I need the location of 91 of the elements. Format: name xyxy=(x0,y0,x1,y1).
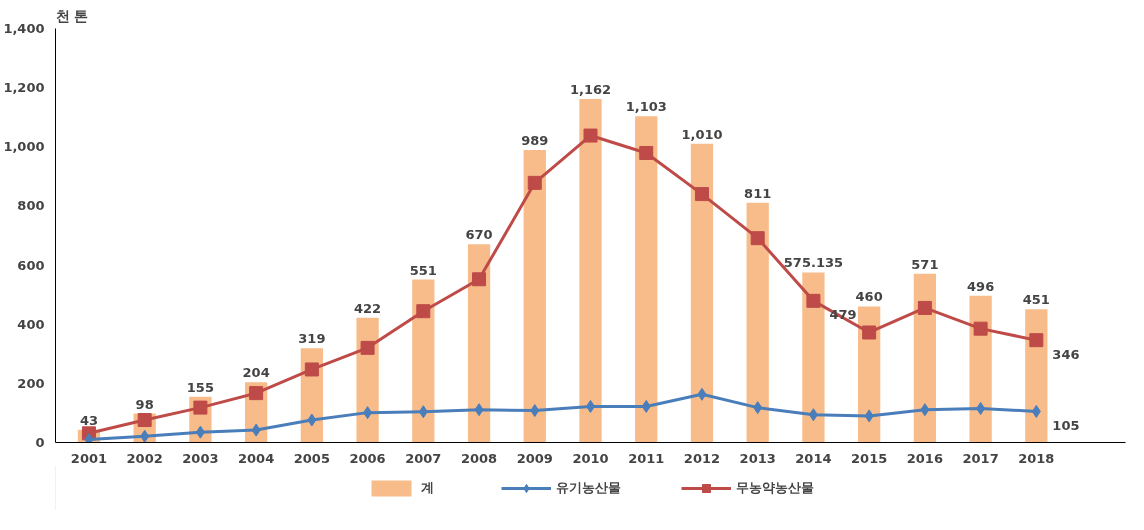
bar xyxy=(579,98,602,443)
point xyxy=(862,325,877,340)
point xyxy=(864,409,874,423)
data-label: 1,103 xyxy=(625,99,667,115)
y-tick-label: 1,400 xyxy=(3,21,45,36)
point xyxy=(140,429,150,443)
x-tick-label: 2003 xyxy=(182,450,219,466)
legend-label: 계 xyxy=(421,478,435,497)
point xyxy=(251,423,261,437)
point xyxy=(583,128,598,143)
point xyxy=(1031,404,1041,418)
data-label: 204 xyxy=(242,365,270,381)
data-label: 422 xyxy=(354,300,382,316)
x-tick-label: 2002 xyxy=(126,450,163,466)
data-label: 551 xyxy=(409,262,437,278)
point xyxy=(694,187,709,202)
y-tick-label: 600 xyxy=(17,257,45,273)
data-label: 1,010 xyxy=(681,126,723,142)
point xyxy=(973,321,988,336)
data-label: 43 xyxy=(79,412,98,428)
y-tick-label: 0 xyxy=(35,435,45,450)
bar xyxy=(746,202,769,443)
point xyxy=(808,408,818,422)
x-tick-label: 2011 xyxy=(628,450,665,466)
point xyxy=(195,425,205,439)
y-tick-label: 800 xyxy=(17,198,45,214)
data-label: 98 xyxy=(135,396,154,412)
point xyxy=(750,231,765,246)
point xyxy=(360,340,375,355)
bar xyxy=(802,272,825,443)
point xyxy=(418,405,428,419)
data-label: 496 xyxy=(967,278,995,294)
data-label: 451 xyxy=(1022,292,1050,308)
point xyxy=(920,403,930,417)
x-tick-label: 2013 xyxy=(739,450,776,466)
y-tick-label: 200 xyxy=(17,375,45,391)
point xyxy=(527,175,542,190)
x-tick-label: 2015 xyxy=(851,450,888,466)
data-label: 989 xyxy=(521,133,549,149)
bar xyxy=(412,279,435,443)
data-label: 155 xyxy=(186,379,214,395)
point xyxy=(639,146,654,160)
point xyxy=(530,404,540,418)
data-label: 346 xyxy=(1052,346,1080,362)
bar xyxy=(467,244,491,443)
bar xyxy=(1025,309,1048,443)
x-tick-label: 2016 xyxy=(906,450,943,466)
x-tick-label: 2004 xyxy=(238,450,275,466)
x-tick-label: 2010 xyxy=(572,450,609,466)
x-tick-label: 2009 xyxy=(516,450,553,466)
legend-label: 무농약농산물 xyxy=(736,478,814,497)
bar xyxy=(523,150,546,443)
data-label: 460 xyxy=(855,289,883,305)
point xyxy=(753,401,763,415)
data-label: 571 xyxy=(911,256,939,272)
y-tick-label: 400 xyxy=(17,316,45,332)
x-tick-label: 2007 xyxy=(405,450,442,466)
point xyxy=(641,399,651,413)
data-label: 1,162 xyxy=(569,81,612,97)
x-tick-label: 2018 xyxy=(1018,450,1055,466)
point xyxy=(193,400,208,415)
y-axis-title: 천 톤 xyxy=(55,7,89,24)
x-tick-label: 2012 xyxy=(683,450,721,466)
bar xyxy=(690,143,714,443)
data-label: 319 xyxy=(298,331,326,347)
data-label: 575.135 xyxy=(783,255,844,271)
point xyxy=(917,300,932,315)
data-label: 811 xyxy=(744,185,772,201)
point xyxy=(472,272,487,287)
x-tick-label: 2017 xyxy=(962,450,999,466)
point xyxy=(474,403,484,417)
x-tick-label: 2008 xyxy=(460,450,498,466)
point xyxy=(806,293,821,308)
x-tick-label: 2014 xyxy=(795,450,832,466)
x-tick-label: 2006 xyxy=(349,450,386,466)
legend-label: 유기농산물 xyxy=(556,478,621,497)
y-tick-label: 1,000 xyxy=(3,139,45,155)
x-tick-label: 2001 xyxy=(70,450,108,466)
bar xyxy=(635,116,658,443)
point xyxy=(976,401,986,415)
data-label: 670 xyxy=(465,227,493,243)
y-tick-label: 1,200 xyxy=(3,80,45,96)
point xyxy=(416,304,431,319)
point xyxy=(307,413,317,427)
point xyxy=(363,406,373,420)
point xyxy=(249,386,264,401)
point xyxy=(304,362,319,377)
point xyxy=(697,387,707,401)
x-tick-label: 2005 xyxy=(293,450,330,466)
data-label: 105 xyxy=(1052,417,1080,433)
point xyxy=(1029,333,1044,348)
